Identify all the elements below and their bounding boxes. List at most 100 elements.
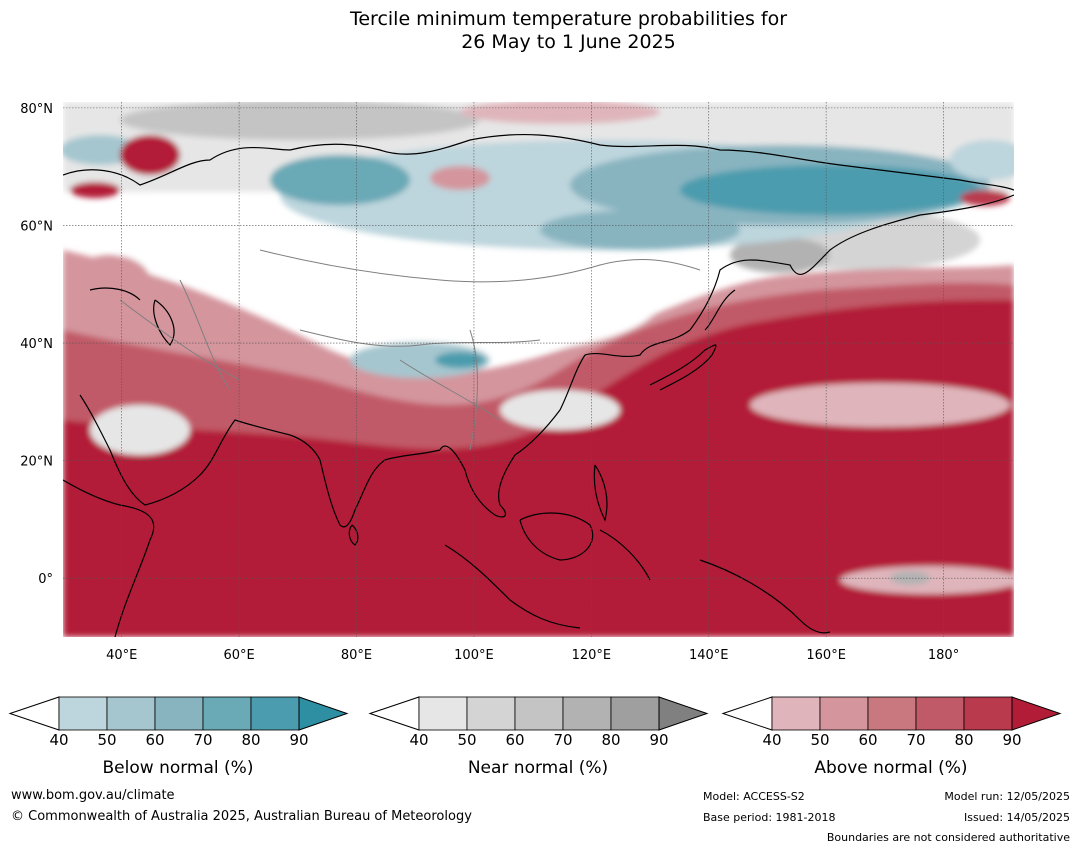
coastline bbox=[79, 394, 291, 506]
coastlines bbox=[63, 133, 1014, 637]
axis-ticks: 80°N 60°N 40°N 20°N 0° 40°E 60°E 80°E 100°E 120°E… bbox=[20, 102, 959, 663]
colorbar-tick-label: 80 bbox=[954, 731, 973, 749]
shading-region bbox=[120, 135, 180, 175]
colorbar-tick-label: 60 bbox=[858, 731, 877, 749]
colorbar-segment bbox=[466, 696, 516, 731]
shading-region bbox=[750, 383, 1010, 427]
coastline bbox=[649, 289, 736, 391]
graticule bbox=[63, 102, 1014, 637]
colorbar-tick-label: 40 bbox=[49, 731, 68, 749]
lon-tick-label: 120°E bbox=[572, 648, 612, 663]
coastline bbox=[584, 194, 1014, 358]
colorbar-tick-label: 60 bbox=[145, 731, 164, 749]
colorbar-segment bbox=[106, 696, 156, 731]
below-normal-label: Below normal (%) bbox=[102, 758, 254, 778]
near-normal-label: Near normal (%) bbox=[467, 758, 609, 778]
shading-region bbox=[540, 210, 740, 250]
coastline bbox=[289, 434, 441, 528]
colorbar-tick-label: 50 bbox=[97, 731, 116, 749]
lat-tick-label: 40°N bbox=[20, 337, 53, 352]
colorbar-min-arrow bbox=[8, 696, 60, 731]
country-boundary bbox=[119, 279, 241, 391]
coastline bbox=[348, 524, 359, 546]
coastline bbox=[63, 133, 1014, 191]
colorbar-segment bbox=[202, 696, 252, 731]
above-normal-label: Above normal (%) bbox=[814, 758, 968, 778]
colorbar-segment bbox=[562, 696, 612, 731]
colorbar-tick-label: 40 bbox=[762, 731, 781, 749]
below-normal-colorbar: 40 50 60 70 80 90 bbox=[8, 694, 350, 749]
shading-region bbox=[270, 155, 410, 205]
shading-region bbox=[435, 352, 485, 368]
coastline bbox=[63, 479, 155, 637]
probability-map: 80°N 60°N 40°N 20°N 0° 40°E 60°E 80°E 100°E 120°E… bbox=[20, 102, 1014, 663]
colorbar-segment bbox=[610, 696, 660, 731]
copyright-text: © Commonwealth of Australia 2025, Austra… bbox=[11, 809, 472, 824]
lon-tick-label: 180° bbox=[928, 648, 959, 663]
colorbar-segment bbox=[250, 696, 300, 731]
website-link[interactable]: www.bom.gov.au/climate bbox=[11, 788, 175, 803]
colorbar-tick-label: 70 bbox=[193, 731, 212, 749]
colorbar-segment bbox=[867, 696, 917, 731]
shading-region bbox=[960, 190, 1010, 206]
model-run-text: Model run: 12/05/2025 bbox=[944, 790, 1070, 803]
lon-tick-label: 60°E bbox=[223, 648, 254, 663]
shading-region bbox=[120, 102, 480, 140]
base-period-text: Base period: 1981-2018 bbox=[703, 811, 836, 824]
near-normal-colorbar: 40 50 60 70 80 90 bbox=[368, 694, 710, 749]
country-boundary bbox=[399, 329, 501, 451]
country-boundary bbox=[259, 249, 701, 283]
shading-region bbox=[70, 182, 120, 198]
colorbar-max-arrow bbox=[658, 696, 709, 731]
colorbar-tick-label: 70 bbox=[906, 731, 925, 749]
shading-region bbox=[460, 102, 660, 124]
shading-region bbox=[950, 140, 1014, 180]
colorbar-max-arrow bbox=[298, 696, 349, 731]
shading-region bbox=[63, 300, 1014, 637]
shading-region bbox=[680, 165, 980, 215]
country-boundary bbox=[299, 329, 541, 347]
colorbar-tick-label: 40 bbox=[409, 731, 428, 749]
colorbar-tick-label: 90 bbox=[649, 731, 668, 749]
colorbar-tick-label: 50 bbox=[457, 731, 476, 749]
title-line-2: 26 May to 1 June 2025 bbox=[461, 31, 676, 53]
colorbar-tick-label: 70 bbox=[553, 731, 572, 749]
shading-region bbox=[430, 166, 490, 190]
model-text: Model: ACCESS-S2 bbox=[703, 790, 805, 803]
lon-tick-label: 140°E bbox=[689, 648, 729, 663]
lat-tick-label: 60°N bbox=[20, 219, 53, 234]
map-panel: 80°N 60°N 40°N 20°N 0° 40°E 60°E 80°E 100°E 120°E… bbox=[20, 102, 1014, 663]
title-line-1: Tercile minimum temperature probabilitie… bbox=[349, 8, 788, 30]
colorbar-tick-label: 60 bbox=[505, 731, 524, 749]
lon-tick-label: 80°E bbox=[341, 648, 372, 663]
lon-tick-label: 100°E bbox=[454, 648, 494, 663]
colorbar-segment bbox=[819, 696, 869, 731]
colorbar-segment bbox=[154, 696, 204, 731]
colorbar-segment bbox=[771, 696, 821, 731]
shading-region bbox=[730, 237, 830, 273]
colorbar-segment bbox=[58, 696, 108, 731]
shading-region bbox=[840, 566, 1014, 594]
disclaimer-text: Boundaries are not considered authoritat… bbox=[826, 831, 1070, 844]
coastline bbox=[439, 354, 586, 518]
above-normal-colorbar: 40 50 60 70 80 90 bbox=[721, 694, 1063, 749]
lon-tick-label: 160°E bbox=[806, 648, 846, 663]
shading-region bbox=[110, 200, 290, 280]
lon-tick-label: 40°E bbox=[106, 648, 137, 663]
colorbar-tick-label: 50 bbox=[810, 731, 829, 749]
shading-region bbox=[90, 405, 190, 455]
colorbar-tick-label: 80 bbox=[601, 731, 620, 749]
colorbar-segment bbox=[514, 696, 564, 731]
colorbar-max-arrow bbox=[1011, 696, 1062, 731]
lat-tick-label: 20°N bbox=[20, 455, 53, 470]
colorbar-tick-label: 90 bbox=[289, 731, 308, 749]
shading-region bbox=[350, 342, 490, 378]
colorbar-segment bbox=[915, 696, 965, 731]
coastline bbox=[89, 287, 175, 346]
colorbar-tick-label: 90 bbox=[1002, 731, 1021, 749]
colorbar-tick-label: 80 bbox=[241, 731, 260, 749]
coastline bbox=[593, 464, 608, 522]
map-title: Tercile minimum temperature probabilitie… bbox=[0, 8, 1081, 54]
lat-tick-label: 80°N bbox=[20, 102, 53, 117]
coastline bbox=[444, 512, 831, 634]
